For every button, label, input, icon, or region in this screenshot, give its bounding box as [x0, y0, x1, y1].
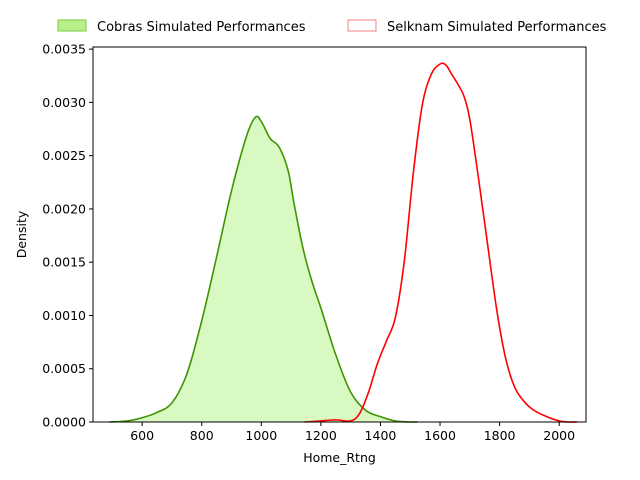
y-tick-label: 0.0000 [42, 415, 86, 430]
y-tick-label: 0.0005 [42, 361, 86, 376]
legend-label-1: Selknam Simulated Performances [387, 20, 607, 35]
legend-label-0: Cobras Simulated Performances [97, 20, 306, 35]
y-tick-label: 0.0010 [42, 308, 86, 323]
x-axis: 600 800 1000 1200 1400 1600 1800 2000 [130, 422, 575, 443]
y-tick-label: 0.0035 [42, 42, 86, 57]
y-tick-label: 0.0025 [42, 148, 86, 163]
series-0-line [109, 115, 418, 423]
x-tick-label: 600 [130, 428, 154, 443]
y-tick-label: 0.0020 [42, 201, 86, 216]
legend: Cobras Simulated Performances Selknam Sim… [57, 19, 607, 35]
legend-swatch-1 [347, 19, 377, 32]
x-tick-label: 2000 [543, 428, 575, 443]
y-tick-label: 0.0030 [42, 95, 86, 110]
x-axis-label: Home_Rtng [303, 450, 376, 465]
x-tick-label: 1400 [365, 428, 397, 443]
x-tick-label: 1800 [484, 428, 516, 443]
series-0-area [109, 116, 418, 423]
plot-frame [92, 46, 587, 423]
series-1-line [304, 62, 578, 423]
x-tick-label: 1200 [305, 428, 337, 443]
series-layer [109, 62, 578, 423]
x-tick-label: 1000 [245, 428, 277, 443]
x-tick-label: 1600 [424, 428, 456, 443]
y-tick-label: 0.0015 [42, 255, 86, 270]
y-axis: 0.0000 0.0005 0.0010 0.0015 0.0020 0.0025 0.00… [42, 42, 93, 430]
y-axis-label: Density [14, 210, 29, 258]
x-tick-label: 800 [190, 428, 214, 443]
legend-swatch-0 [57, 19, 87, 32]
